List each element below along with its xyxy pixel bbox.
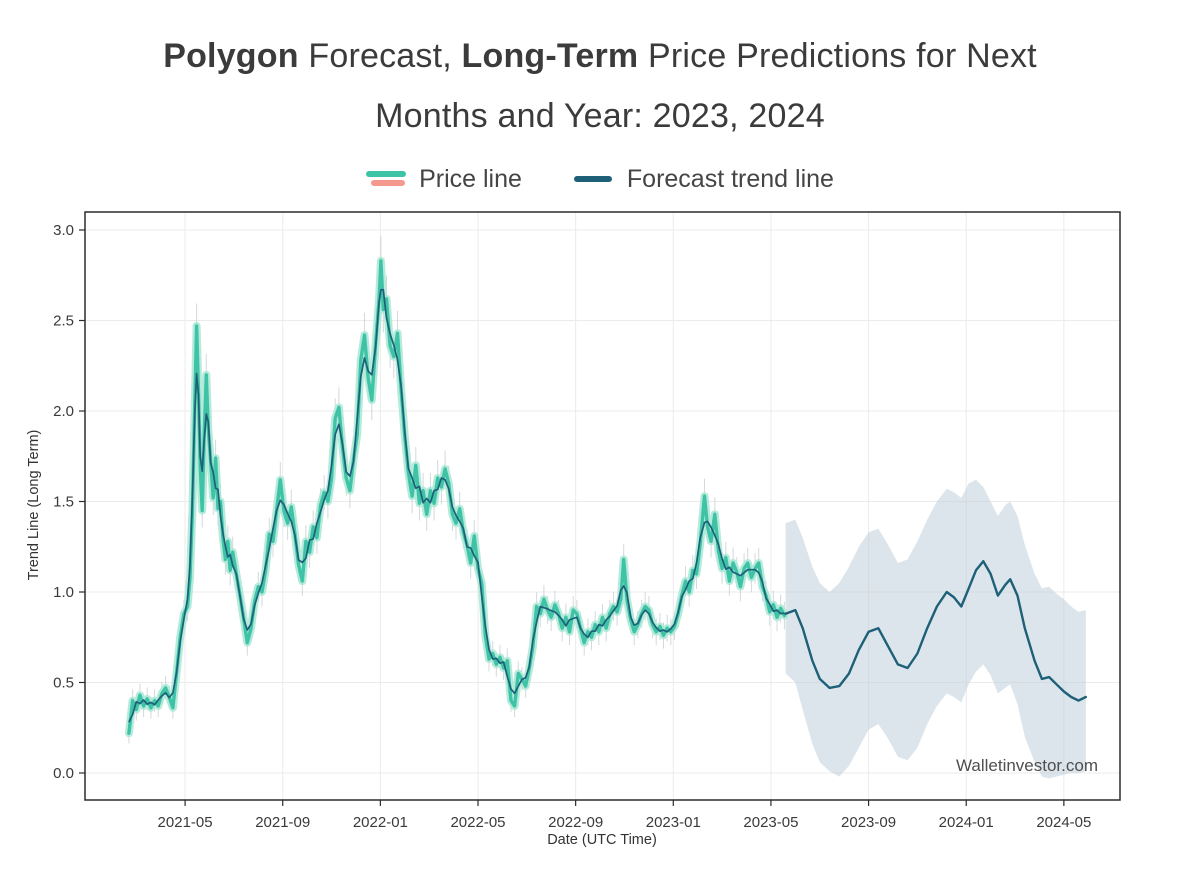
title-part: Polygon (163, 37, 299, 75)
watermark: Walletinvestor.com (955, 756, 1098, 775)
forecast-trend-line (784, 560, 1088, 702)
legend-label: Forecast trend line (626, 164, 834, 193)
price-line-halo (124, 256, 789, 738)
x-tick-label: 2024-05 (1036, 814, 1091, 831)
y-tick-label: 2.0 (53, 403, 74, 420)
x-tick-label: 2024-01 (939, 814, 994, 831)
price-error-whiskers (128, 236, 785, 744)
x-axis-title: Date (UTC Time) (547, 832, 657, 848)
legend-item-price-line: Price line (366, 165, 522, 194)
x-tick-label: 2022-09 (548, 814, 603, 831)
title-part: Forecast, (298, 37, 462, 75)
y-tick-label: 1.0 (53, 584, 74, 601)
x-tick-label: 2023-09 (841, 814, 896, 831)
y-tick-label: 1.5 (53, 494, 74, 511)
price-line (127, 259, 787, 735)
legend-label: Price line (419, 164, 522, 193)
chart-title-line1: Polygon Forecast, Long-Term Price Predic… (0, 26, 1200, 86)
x-tick-label: 2022-01 (353, 814, 408, 831)
y-tick-label: 0.0 (53, 765, 74, 782)
x-tick-label: 2023-01 (646, 814, 701, 831)
x-tick-label: 2022-05 (450, 814, 505, 831)
x-tick-label: 2021-09 (255, 814, 310, 831)
historic-trend-line (128, 288, 785, 723)
x-tick-label: 2021-05 (158, 814, 213, 831)
chart-title-line2: Months and Year: 2023, 2024 (375, 97, 825, 135)
y-axis-title: Trend Line (Long Term) (26, 429, 42, 581)
y-tick-label: 2.5 (53, 313, 74, 330)
legend: Price line Forecast trend line (0, 162, 1200, 196)
axis-ticks: 0.0 0.5 1.0 1.5 2.0 2.5 3.0 2021-05 2021-09 2022-… (53, 222, 1091, 831)
y-tick-label: 0.5 (53, 675, 74, 692)
x-tick-label: 2023-05 (743, 814, 798, 831)
price-line-swatch-icon (366, 170, 408, 188)
title-part: Price Predictions for Next (638, 37, 1037, 75)
page-title: Polygon Forecast, Long-Term Price Predic… (0, 0, 1200, 146)
forecast-confidence-band (785, 479, 1086, 779)
y-tick-label: 3.0 (53, 222, 74, 239)
legend-item-forecast-trend-line: Forecast trend line (573, 164, 834, 194)
title-part: Long-Term (461, 37, 639, 75)
forecast-line-swatch-icon (573, 170, 616, 188)
plot-border (84, 211, 1121, 801)
